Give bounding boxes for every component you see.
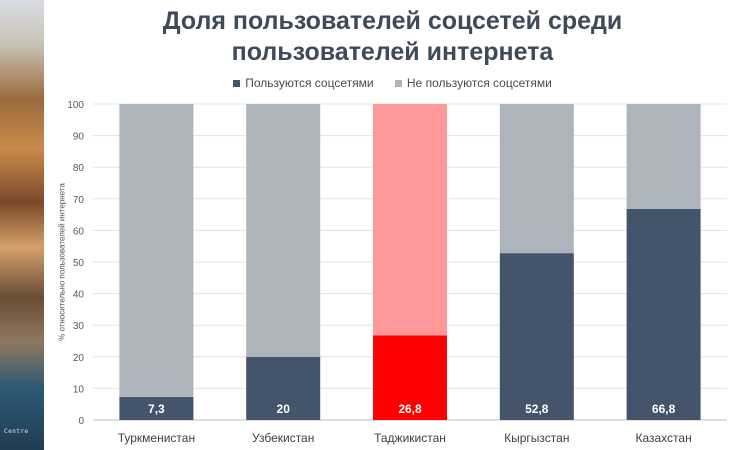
- side-image-caption: Centre: [4, 428, 29, 435]
- legend-item-not-used: Не пользуются соцсетями: [394, 76, 552, 90]
- data-label-3: 52,8: [525, 402, 549, 416]
- data-label-4: 66,8: [652, 402, 676, 416]
- y-tick-label-100: 100: [67, 100, 84, 111]
- y-tick-label-80: 80: [73, 163, 85, 174]
- bar-used-4: [626, 208, 701, 420]
- x-tick-label-2: Таджикистан: [374, 431, 446, 445]
- y-tick-label-20: 20: [73, 353, 85, 364]
- y-tick-label-90: 90: [73, 132, 85, 143]
- bar-not-used-4: [626, 104, 701, 209]
- legend-label-used: Пользуются соцсетями: [245, 76, 374, 90]
- y-tick-label-50: 50: [73, 258, 85, 269]
- y-tick-label-0: 0: [78, 416, 84, 427]
- x-tick-label-4: Казахстан: [635, 431, 691, 445]
- y-tick-label-30: 30: [73, 321, 85, 332]
- data-label-0: 7,3: [148, 402, 165, 416]
- x-tick-label-3: Кыргызстан: [504, 431, 569, 445]
- chart-title: Доля пользователей соцсетей среди пользо…: [44, 6, 741, 68]
- chart-title-line-1: Доля пользователей соцсетей среди: [162, 7, 623, 35]
- data-label-2: 26,8: [398, 402, 422, 416]
- legend-label-not-used: Не пользуются соцсетями: [406, 76, 552, 90]
- bar-used-3: [499, 253, 574, 420]
- bar-not-used-0: [119, 104, 194, 397]
- y-tick-label-70: 70: [73, 195, 85, 206]
- data-label-1: 20: [277, 402, 291, 416]
- y-tick-label-60: 60: [73, 226, 85, 237]
- chart-legend: Пользуются соцсетями Не пользуются соцсе…: [44, 76, 741, 90]
- y-tick-label-10: 10: [73, 384, 85, 395]
- legend-item-used: Пользуются соцсетями: [233, 76, 374, 90]
- bar-not-used-3: [499, 104, 574, 254]
- bar-used-1: [246, 356, 321, 420]
- bar-used-2: [373, 335, 447, 420]
- legend-swatch-used: [233, 80, 241, 87]
- bar-not-used-2: [373, 104, 447, 336]
- y-tick-label-40: 40: [73, 290, 85, 301]
- bar-not-used-1: [246, 104, 321, 357]
- side-landscape-image: Centre: [0, 0, 44, 450]
- chart-title-line-2: пользователей интернета: [231, 38, 554, 66]
- bar-used-0: [119, 396, 194, 420]
- x-tick-label-1: Узбекистан: [252, 431, 314, 445]
- x-tick-label-0: Туркменистан: [118, 431, 195, 445]
- legend-swatch-not-used: [394, 80, 402, 87]
